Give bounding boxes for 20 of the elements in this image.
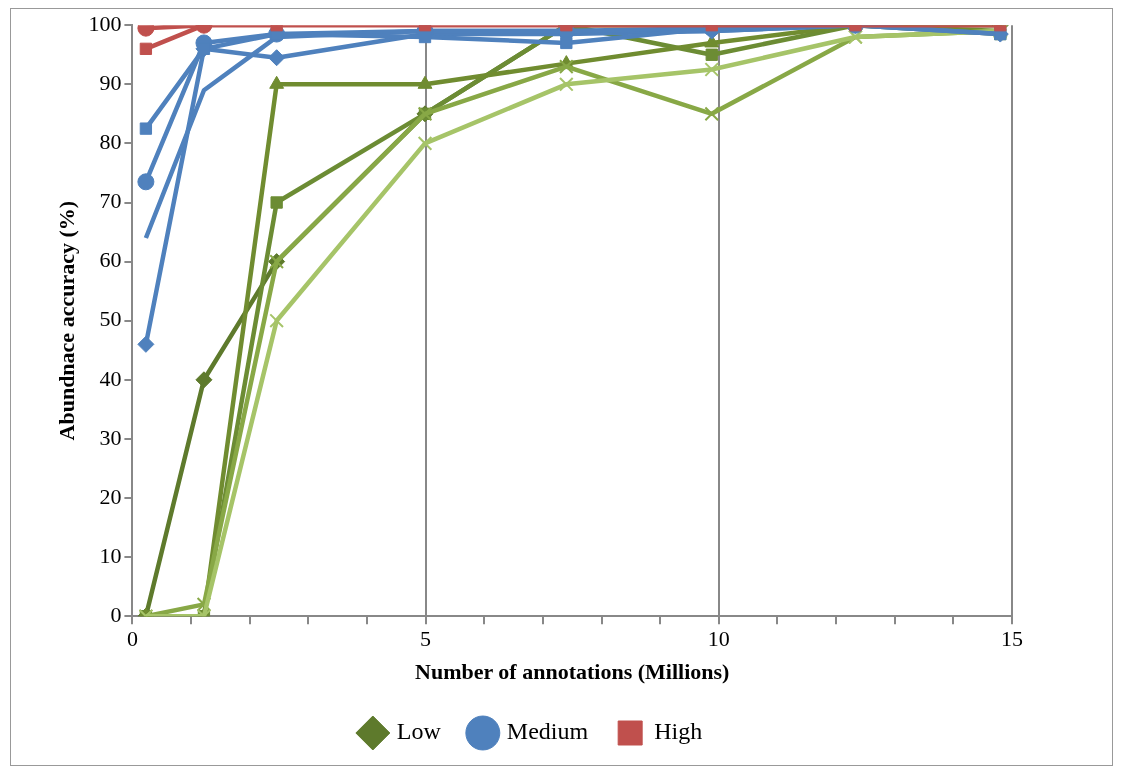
x-tick-label: 5	[420, 626, 432, 652]
y-tick-label: 10	[99, 542, 122, 568]
y-tick-label: 0	[110, 601, 122, 627]
x-tick-label: 0	[126, 626, 138, 652]
legend-label: Low	[396, 718, 442, 745]
legend-label: High	[654, 718, 703, 745]
y-tick-label: 50	[99, 306, 122, 332]
y-tick-label: 80	[99, 129, 122, 155]
legend-label: Medium	[506, 718, 589, 745]
y-tick-label: 30	[99, 424, 122, 450]
x-tick-label: 15	[1001, 626, 1023, 652]
y-tick-label: 90	[99, 70, 122, 96]
x-tick-label: 10	[707, 626, 730, 652]
y-tick-label: 70	[99, 188, 122, 214]
y-tick-label: 40	[99, 365, 122, 391]
y-tick-label: 20	[99, 483, 122, 509]
y-axis-title: Abundnace accuracy (%)	[53, 200, 79, 441]
y-tick-label: 60	[99, 247, 122, 273]
x-axis-title: Number of annotations (Millions)	[415, 659, 730, 685]
y-tick-label: 100	[88, 10, 122, 36]
